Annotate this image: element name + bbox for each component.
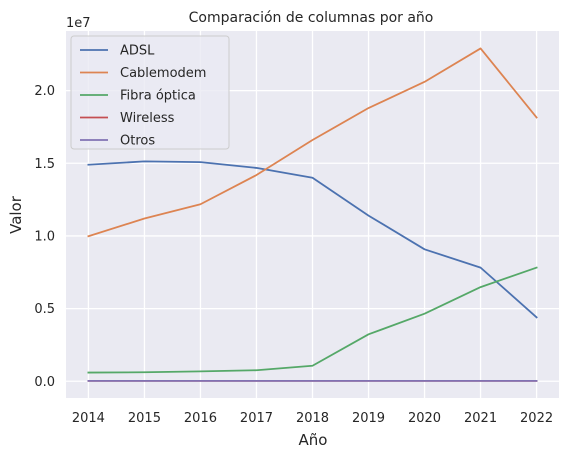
legend-label: ADSL — [120, 44, 155, 59]
chart-title: Comparación de columnas por año — [189, 10, 434, 26]
y-tick-label: 2.0 — [34, 84, 55, 99]
x-tick-label: 2018 — [296, 411, 329, 426]
legend-label: Fibra óptica — [120, 89, 196, 104]
y-tick-label: 1.0 — [34, 229, 55, 244]
x-tick-label: 2017 — [240, 411, 273, 426]
x-tick-labels: 2014 2015 2016 2017 2018 2019 2020 2021 2022 — [72, 411, 553, 426]
x-tick-label: 2020 — [408, 411, 441, 426]
y-tick-labels: 0.0 0.5 1.0 1.5 2.0 — [34, 84, 55, 390]
series-lines — [87, 47, 538, 382]
series-line-adsl — [87, 160, 538, 319]
x-tick-label: 2016 — [184, 411, 217, 426]
legend-box — [70, 35, 230, 150]
y-offset-label: 1e7 — [66, 16, 91, 31]
x-tick-label: 2021 — [464, 411, 497, 426]
x-axis-label: Año — [299, 431, 328, 449]
x-tick-label: 2022 — [520, 411, 553, 426]
y-tick-label: 0.5 — [34, 302, 55, 317]
y-tick-label: 0.0 — [34, 375, 55, 390]
x-tick-label: 2014 — [72, 411, 105, 426]
legend-label: Cablemodem — [120, 66, 206, 81]
series-line-cablemodem — [87, 47, 538, 238]
legend: ADSL Cablemodem Fibra óptica Wireless Otros — [70, 35, 230, 150]
legend-entries: ADSL Cablemodem Fibra óptica Wireless Otros — [80, 44, 206, 149]
y-axis-label: Valor — [7, 195, 25, 234]
y-tick-label: 1.5 — [34, 157, 55, 172]
legend-label: Wireless — [120, 111, 175, 126]
x-tick-label: 2015 — [128, 411, 161, 426]
x-tick-label: 2019 — [352, 411, 385, 426]
legend-label: Otros — [120, 134, 155, 149]
series-line-fibra-ptica — [87, 266, 538, 374]
